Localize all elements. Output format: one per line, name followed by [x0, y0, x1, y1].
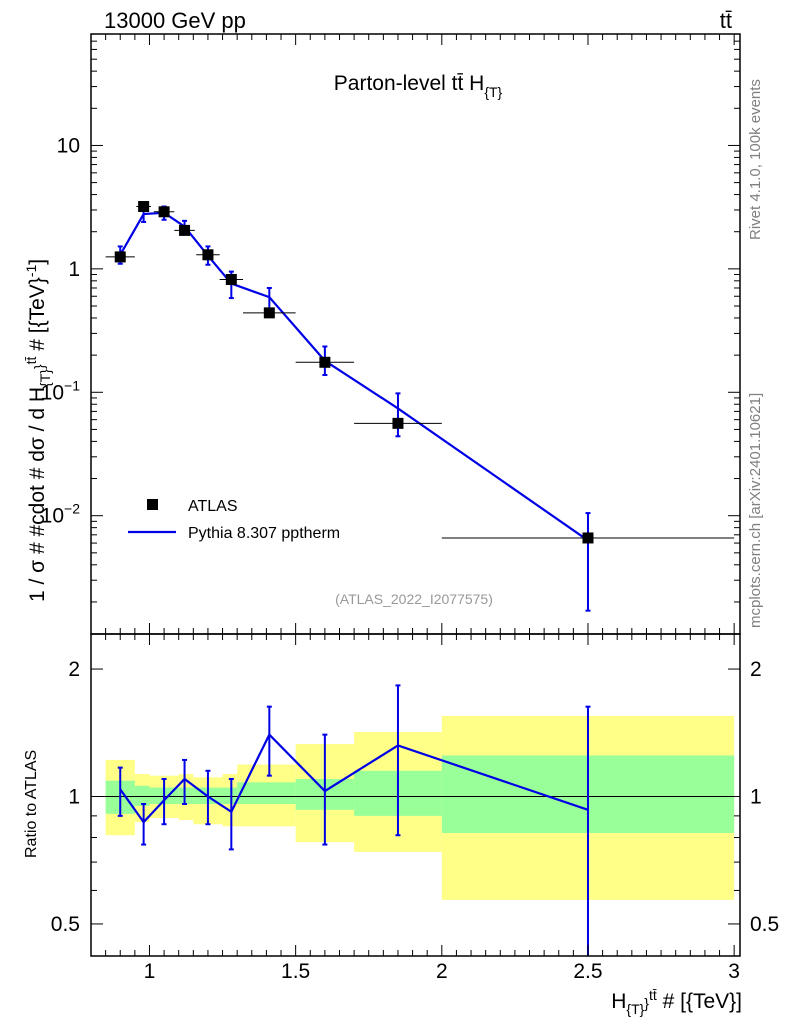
main-y-tick-labels: 10 1 10−1 10−2 [41, 134, 81, 527]
data-point [179, 224, 191, 236]
energy-label: 13000 GeV pp [104, 8, 246, 33]
mcplots-label: mcplots.cern.ch [arXiv:2401.10621] [747, 393, 764, 628]
axes-frames [90, 33, 741, 957]
ylabel-part-a: 1 / σ # #cdot # dσ / d H [26, 387, 49, 602]
x-tick-labels: 1 1.5 2 2.5 3 [144, 960, 740, 983]
plot-title-main: Parton-level tt̄ H [334, 72, 485, 95]
legend-mc-label: Pythia 8.307 pptherm [188, 525, 340, 542]
main-marks [105, 201, 735, 612]
ratio-uncertainty-bands [105, 715, 735, 900]
data-point [225, 274, 237, 286]
legend-data-label: ATLAS [188, 498, 238, 515]
ratio-y-tick-label-right: 1 [750, 785, 762, 808]
x-tick-label: 2 [436, 960, 448, 983]
main-y-tick-label: 10 [57, 134, 80, 157]
main-y-tick-label: 10−1 [41, 377, 81, 404]
mc-line [119, 211, 589, 542]
main-frame [90, 33, 741, 635]
ratio-frame [90, 633, 741, 957]
legend: ATLAS Pythia 8.307 pptherm [128, 498, 340, 542]
x-tick-label: 1 [144, 960, 156, 983]
ratio-marks [91, 684, 740, 956]
x-tick-label: 3 [728, 960, 740, 983]
data-point [114, 251, 126, 263]
ratio-y-tick-label-left: 1 [68, 785, 80, 808]
green-band-segment [222, 787, 238, 805]
analysis-watermark: (ATLAS_2022_I2077575) [335, 591, 493, 607]
xlabel-part-e: # [{TeV}] [657, 990, 742, 1013]
data-point [138, 201, 150, 213]
data-point [158, 206, 170, 218]
x-tick-label: 1.5 [281, 960, 310, 983]
main-panel: Parton-level tt̄ H{T} (ATLAS_2022_I20775… [23, 72, 735, 612]
green-band-segment [178, 787, 194, 805]
ratio-y-tick-labels: 2 2 1 1 0.5 0.5 [51, 658, 779, 936]
x-tick-label: 2.5 [573, 960, 602, 983]
xlabel-part-b: {T} [626, 1001, 644, 1017]
ylabel-part-d: tt̄ [23, 356, 39, 364]
ratio-y-tick-label-left: 0.5 [51, 913, 80, 936]
main-y-axis-label: 1 / σ # #cdot # dσ / d H{T}}tt̄ # [{TeV}… [23, 259, 53, 602]
plot-title: Parton-level tt̄ H{T} [334, 72, 503, 100]
ylabel-part-g: ] [26, 259, 49, 265]
data-point [263, 307, 275, 319]
main-y-tick-label: 1 [68, 258, 80, 281]
ratio-line [119, 732, 589, 824]
data-point [202, 249, 214, 261]
xlabel-part-c: } [644, 995, 649, 1011]
ylabel-part-c: } [31, 364, 47, 369]
rivet-version-label: Rivet 4.1.0, 100k events [747, 79, 764, 240]
ylabel-part-e: # [{TeV} [26, 277, 49, 356]
xlabel-part-a: H [611, 990, 626, 1013]
green-band-segment [134, 785, 150, 806]
main-y-tick-label: 10−2 [41, 501, 81, 528]
plot-title-sub: {T} [484, 84, 502, 100]
data-point [319, 356, 331, 368]
process-label: tt̄ [720, 8, 732, 33]
x-axis-label: H{T}}tt̄ # [{TeV}] [611, 987, 742, 1017]
green-band-segment [237, 782, 296, 805]
data-point [582, 532, 594, 544]
ylabel-part-f: -1 [23, 265, 39, 278]
ratio-panel: Ratio to ATLAS 2 2 1 1 0.5 0.5 1 1.5 2 2.5 3 H{T}… [23, 658, 779, 1017]
xlabel-part-d: tt̄ [649, 987, 657, 1003]
ratio-y-axis-label: Ratio to ATLAS [23, 750, 40, 858]
ratio-y-tick-label-right: 0.5 [750, 913, 779, 936]
legend-data-marker [147, 499, 158, 510]
ylabel-part-b: {T} [37, 369, 53, 387]
ratio-y-tick-label-left: 2 [68, 658, 80, 681]
data-point [392, 417, 404, 429]
ratio-y-tick-label-right: 2 [750, 658, 762, 681]
